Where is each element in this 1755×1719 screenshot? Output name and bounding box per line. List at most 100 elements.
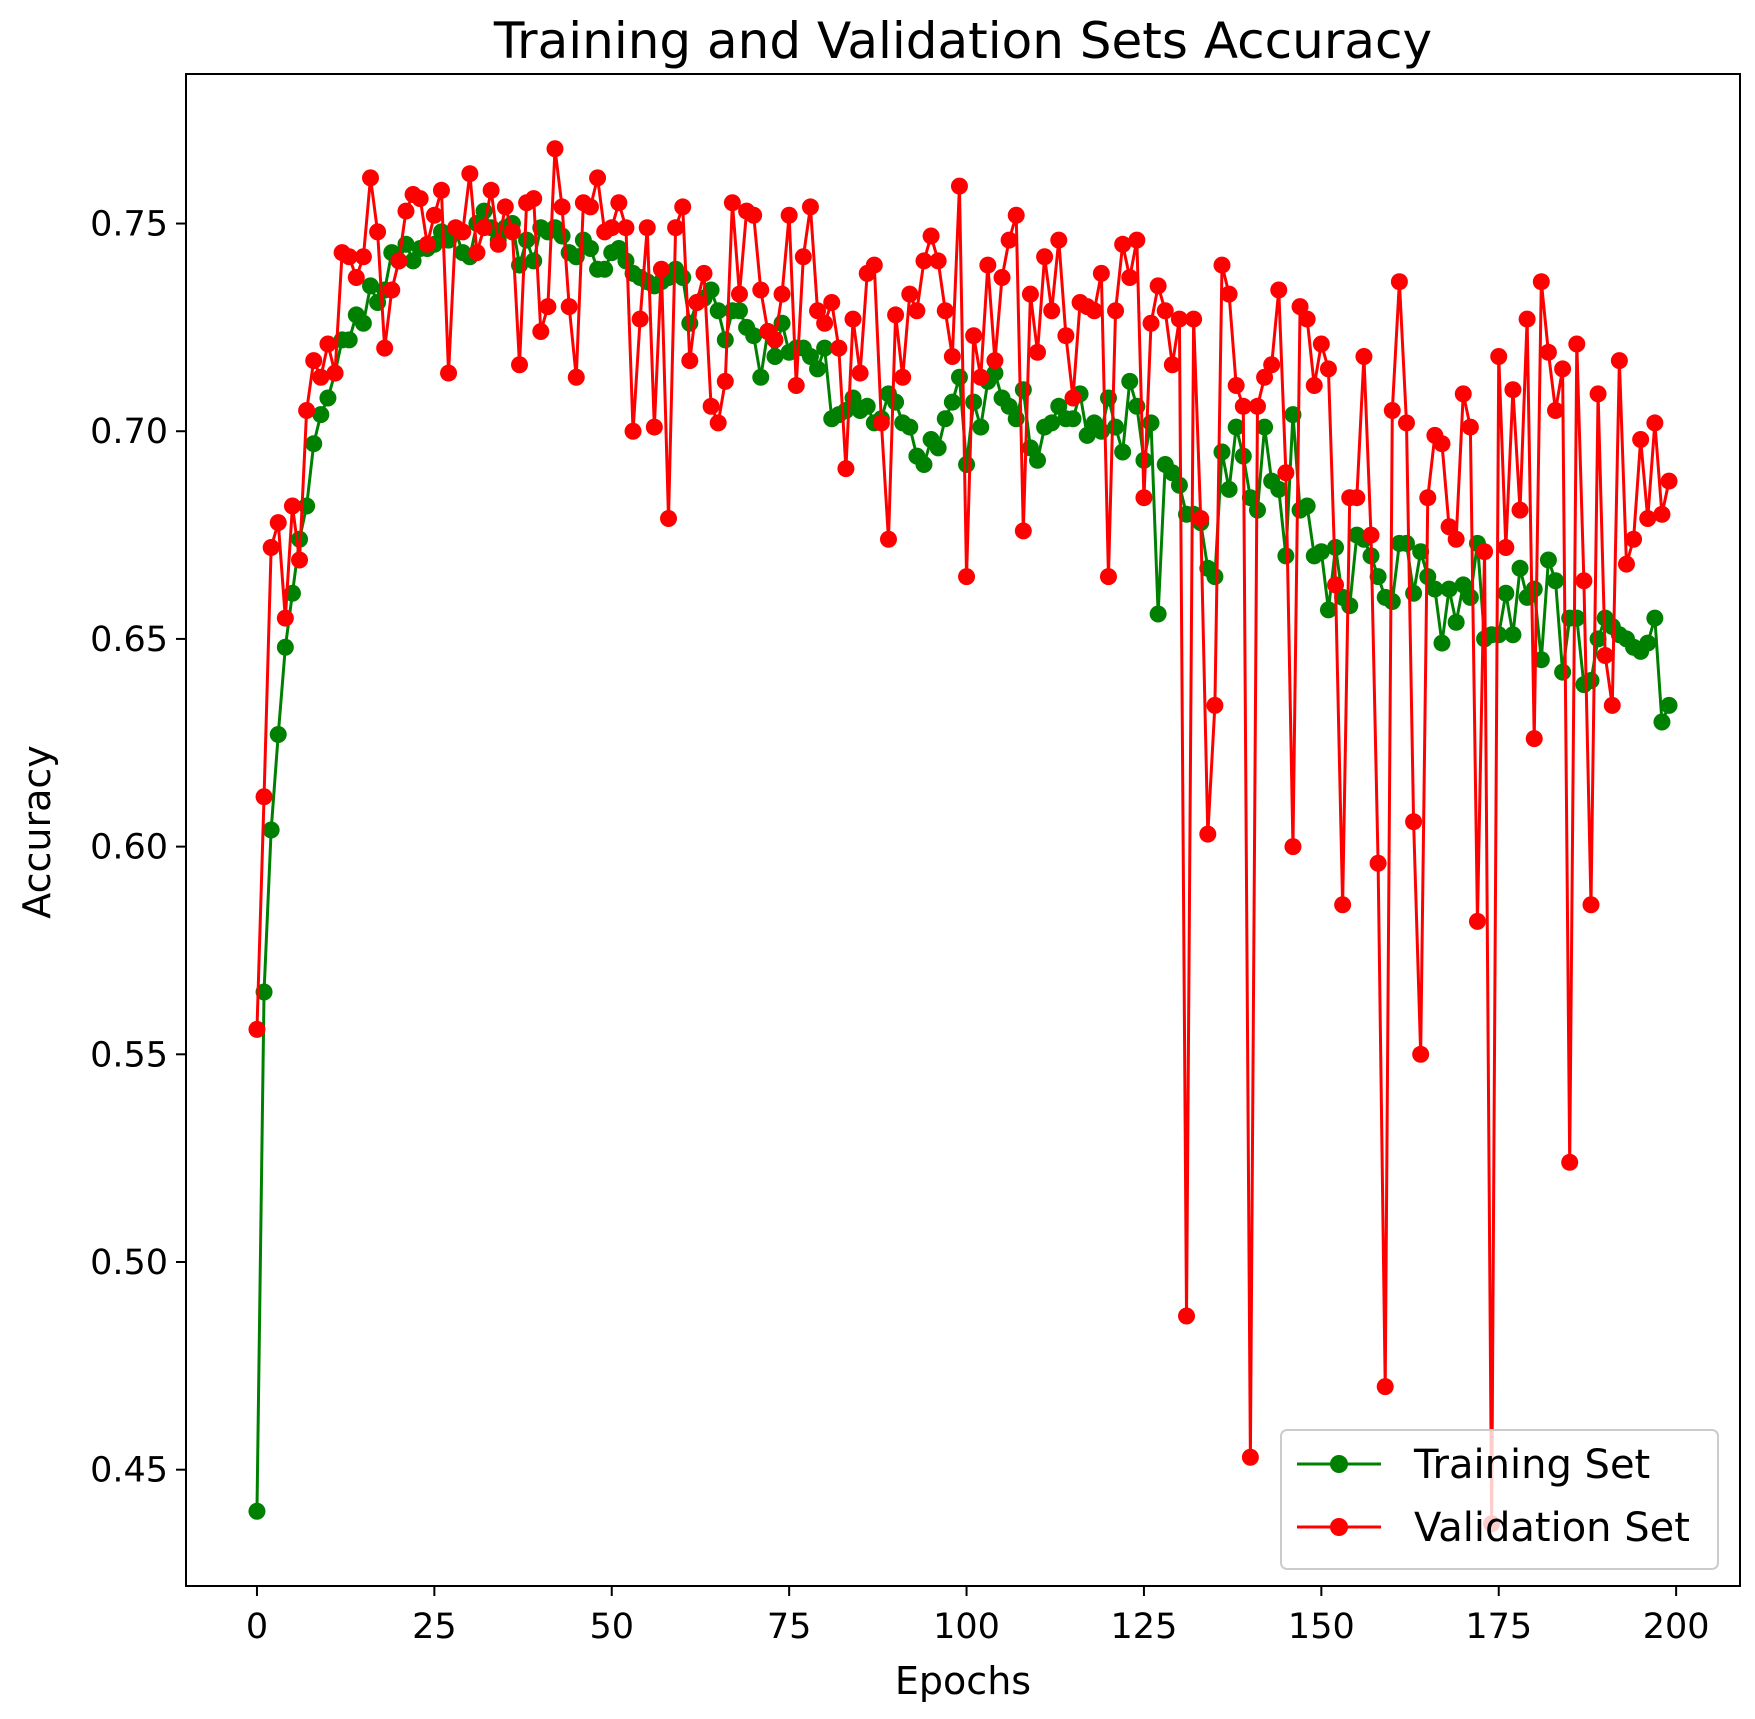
data-point: [752, 281, 770, 299]
data-point: [1135, 489, 1153, 507]
data-point: [631, 310, 649, 328]
data-point: [1121, 372, 1139, 390]
legend-marker-training: [1330, 1455, 1348, 1473]
data-point: [1312, 543, 1330, 561]
data-point: [1461, 418, 1479, 436]
data-point: [1064, 389, 1082, 407]
data-point: [475, 202, 493, 220]
data-point: [1575, 572, 1593, 590]
data-point: [1440, 580, 1458, 598]
data-point: [581, 239, 599, 257]
data-point: [1660, 696, 1678, 714]
data-point: [1121, 269, 1139, 287]
data-point: [546, 140, 564, 158]
data-point: [560, 298, 578, 316]
data-point: [369, 223, 387, 241]
data-point: [553, 198, 571, 216]
data-point: [1476, 543, 1494, 561]
data-point: [276, 609, 294, 627]
data-point: [1277, 464, 1295, 482]
data-point: [305, 435, 323, 453]
data-point: [1206, 568, 1224, 586]
data-point: [794, 248, 812, 266]
data-point: [610, 194, 628, 212]
data-point: [1014, 522, 1032, 540]
data-point: [1341, 597, 1359, 615]
data-point: [354, 314, 372, 332]
data-point: [965, 393, 983, 411]
data-point: [1539, 551, 1557, 569]
legend: Training Set Validation Set: [1280, 1429, 1719, 1570]
data-point: [1596, 647, 1614, 665]
data-point: [716, 372, 734, 390]
data-point: [1043, 302, 1061, 320]
data-point: [1227, 377, 1245, 395]
data-point: [1539, 343, 1557, 361]
data-point: [383, 281, 401, 299]
data-point: [1220, 480, 1238, 498]
data-point: [745, 206, 763, 224]
data-point: [269, 725, 287, 743]
data-point: [1149, 605, 1167, 623]
data-point: [1185, 310, 1203, 328]
data-point: [709, 302, 727, 320]
data-point: [887, 306, 905, 324]
y-tick-label: 0.65: [90, 620, 168, 660]
data-point: [397, 202, 415, 220]
data-point: [1298, 310, 1316, 328]
data-point: [425, 206, 443, 224]
data-point: [950, 368, 968, 386]
data-point: [1156, 302, 1174, 320]
data-point: [319, 335, 337, 353]
data-point: [312, 368, 330, 386]
data-point: [865, 256, 883, 274]
data-point: [922, 227, 940, 245]
data-point: [1582, 896, 1600, 914]
data-point: [801, 347, 819, 365]
data-point: [1021, 285, 1039, 303]
data-point: [1256, 418, 1274, 436]
y-tick-label: 0.70: [90, 412, 168, 452]
data-point: [1149, 277, 1167, 295]
x-tick-label: 150: [1288, 1607, 1355, 1647]
data-point: [1312, 335, 1330, 353]
data-point: [596, 260, 614, 278]
data-point: [837, 460, 855, 478]
data-point: [1547, 572, 1565, 590]
data-point: [816, 314, 834, 332]
data-point: [1511, 501, 1529, 519]
data-point: [1128, 231, 1146, 249]
data-point: [809, 302, 827, 320]
data-point: [525, 190, 543, 208]
data-point: [1405, 813, 1423, 831]
data-point: [1298, 497, 1316, 515]
data-point: [1532, 651, 1550, 669]
data-point: [1220, 285, 1238, 303]
data-point: [1653, 713, 1671, 731]
data-point: [1064, 410, 1082, 428]
legend-label-validation: Validation Set: [1414, 1505, 1690, 1551]
x-tick-label: 75: [767, 1607, 812, 1647]
data-point: [780, 206, 798, 224]
data-point: [567, 368, 585, 386]
data-point: [475, 219, 493, 237]
data-point: [1355, 347, 1373, 365]
series-validation: [248, 140, 1678, 1533]
data-point: [894, 368, 912, 386]
data-point: [1625, 530, 1643, 548]
data-point: [823, 293, 841, 311]
data-point: [518, 231, 536, 249]
data-point: [681, 352, 699, 370]
data-point: [929, 252, 947, 270]
data-point: [1454, 385, 1472, 403]
data-point: [1163, 464, 1181, 482]
data-point: [1504, 626, 1522, 644]
data-point: [454, 223, 472, 241]
data-point: [1334, 896, 1352, 914]
data-point: [1369, 568, 1387, 586]
chart-title: Training and Validation Sets Accuracy: [493, 12, 1432, 70]
data-point: [1490, 626, 1508, 644]
y-axis-label: Accuracy: [15, 745, 59, 919]
data-point: [702, 397, 720, 415]
